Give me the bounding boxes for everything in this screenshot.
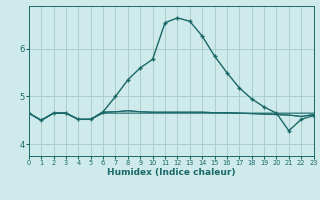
X-axis label: Humidex (Indice chaleur): Humidex (Indice chaleur) bbox=[107, 168, 236, 177]
